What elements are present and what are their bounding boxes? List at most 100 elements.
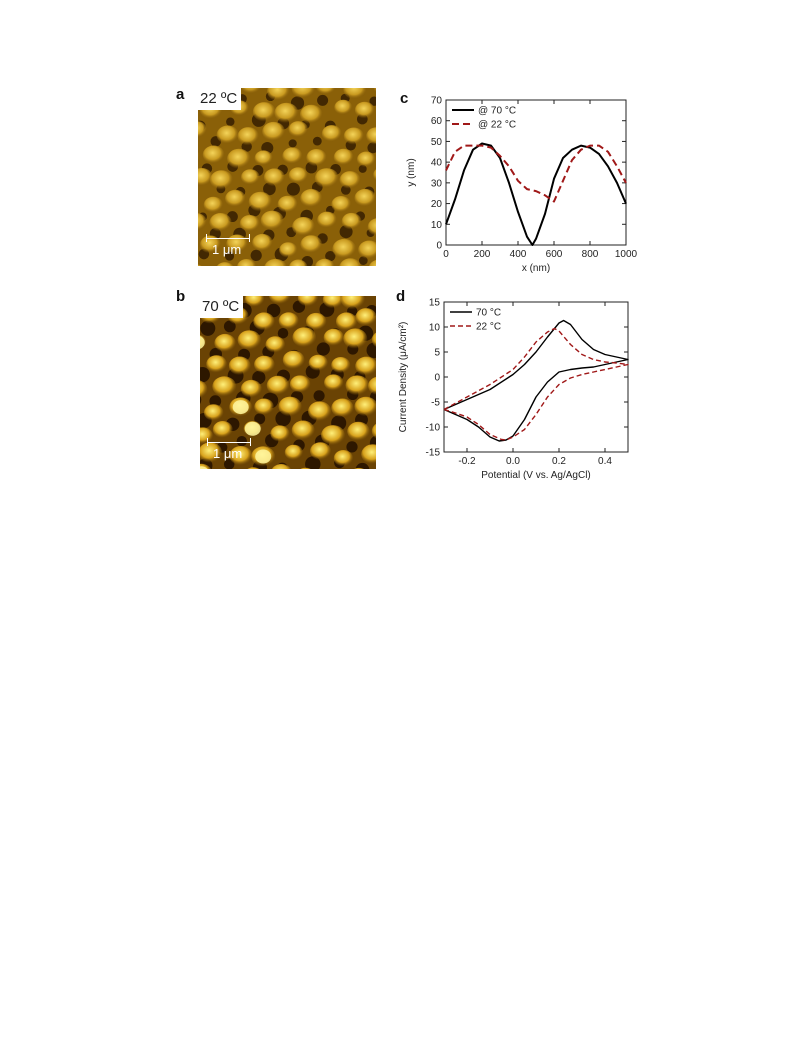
afm-grain xyxy=(334,99,353,116)
y-tick-label: -5 xyxy=(431,398,440,409)
afm-topography-70c xyxy=(200,296,376,469)
y-tick-label: 10 xyxy=(429,323,441,334)
afm-grain xyxy=(316,88,337,95)
afm-grain xyxy=(354,101,375,119)
afm-grain xyxy=(331,357,351,374)
scale-bar-label: 1 μm xyxy=(213,446,243,461)
afm-grain xyxy=(354,396,376,417)
afm-grain xyxy=(321,125,342,143)
y-tick-label: 30 xyxy=(431,178,443,189)
afm-grain xyxy=(282,350,305,370)
afm-grain xyxy=(291,88,316,99)
afm-grain xyxy=(332,238,357,259)
afm-grain xyxy=(371,423,376,439)
afm-grain xyxy=(198,168,213,187)
afm-bright-grain xyxy=(200,466,208,469)
y-tick-label: 70 xyxy=(431,96,443,107)
legend-label: 22 °C xyxy=(476,322,501,333)
series-line xyxy=(443,319,629,442)
legend-label: @ 70 °C xyxy=(478,106,516,117)
afm-grain xyxy=(198,151,200,163)
afm-grain xyxy=(323,328,344,346)
y-tick-label: 50 xyxy=(431,137,443,148)
panel-letter-a: a xyxy=(176,86,185,103)
afm-grain xyxy=(203,404,224,421)
afm-grain xyxy=(292,327,317,348)
afm-grain xyxy=(216,262,234,266)
afm-image-70c: 70 ºC 1 μm xyxy=(200,296,376,469)
y-tick-label: 0 xyxy=(434,373,440,384)
afm-grain xyxy=(291,420,315,440)
panel-letter-c: c xyxy=(400,90,409,107)
afm-grain xyxy=(254,355,275,374)
afm-grain xyxy=(284,444,303,461)
afm-grain xyxy=(264,258,287,266)
afm-grain xyxy=(229,446,253,466)
afm-grain xyxy=(241,169,260,186)
afm-pore xyxy=(250,249,262,262)
y-tick-label: 40 xyxy=(431,158,443,169)
afm-grain xyxy=(226,234,249,253)
afm-grain xyxy=(324,374,344,391)
afm-grain xyxy=(252,233,273,252)
afm-pore xyxy=(236,436,247,447)
afm-grain xyxy=(198,121,207,139)
afm-bright-grain xyxy=(232,400,249,415)
afm-pore xyxy=(288,139,297,148)
afm-grain xyxy=(263,168,285,187)
afm-grain xyxy=(254,398,274,416)
afm-grain xyxy=(269,296,291,305)
series-line xyxy=(445,142,627,246)
afm-grain xyxy=(227,148,251,169)
legend-label: @ 22 °C xyxy=(478,120,516,131)
afm-grain xyxy=(267,88,290,101)
afm-grain xyxy=(306,149,327,167)
afm-grain xyxy=(278,396,302,417)
afm-grain xyxy=(252,102,276,122)
scale-bar-line xyxy=(206,234,250,242)
scale-bar-line xyxy=(207,438,251,446)
afm-grain xyxy=(225,189,246,208)
x-axis-label: Potential (V vs. Ag/AgCl) xyxy=(481,470,591,481)
afm-grain xyxy=(202,145,225,165)
afm-grain xyxy=(262,121,286,142)
afm-pore xyxy=(317,94,329,106)
afm-grain xyxy=(358,240,376,260)
afm-grain xyxy=(198,264,202,266)
afm-bright-grain xyxy=(244,421,261,436)
x-tick-label: 0.4 xyxy=(598,456,612,467)
afm-grain xyxy=(343,127,365,145)
cyclic-voltammetry-chart: -0.2 0.0 0.2 0.4 -15 -10 -5 0 5 10 15 Potential (V … xyxy=(398,298,629,481)
afm-pore xyxy=(367,142,376,154)
afm-grain xyxy=(279,242,298,258)
afm-grain xyxy=(305,312,327,331)
afm-grain xyxy=(212,376,237,397)
x-tick-label: 0.0 xyxy=(506,456,520,467)
afm-pore xyxy=(313,390,325,402)
afm-grain xyxy=(239,215,260,232)
x-tick-label: 0.2 xyxy=(552,456,566,467)
afm-pore xyxy=(316,342,330,356)
afm-grain xyxy=(209,170,234,190)
afm-grain xyxy=(214,333,236,353)
afm-bright-grain xyxy=(255,449,272,464)
afm-grain xyxy=(322,296,344,309)
afm-grain xyxy=(339,171,361,189)
y-tick-label: 0 xyxy=(436,241,442,252)
afm-grain xyxy=(241,88,262,95)
y-tick-label: 20 xyxy=(431,199,443,210)
afm-grain xyxy=(248,191,273,212)
afm-grain xyxy=(368,259,376,266)
afm-grain xyxy=(254,150,273,166)
afm-grain xyxy=(216,125,239,145)
afm-grain xyxy=(333,450,353,467)
afm-grain xyxy=(209,213,232,232)
afm-grain xyxy=(347,421,370,441)
afm-grain xyxy=(335,312,358,331)
afm-grain xyxy=(297,296,318,307)
afm-grain xyxy=(265,336,286,353)
y-tick-label: 5 xyxy=(434,348,440,359)
y-axis-label: Current Density (μA/cm²) xyxy=(398,322,409,433)
afm-pore xyxy=(305,456,321,469)
afm-grain xyxy=(300,189,323,208)
